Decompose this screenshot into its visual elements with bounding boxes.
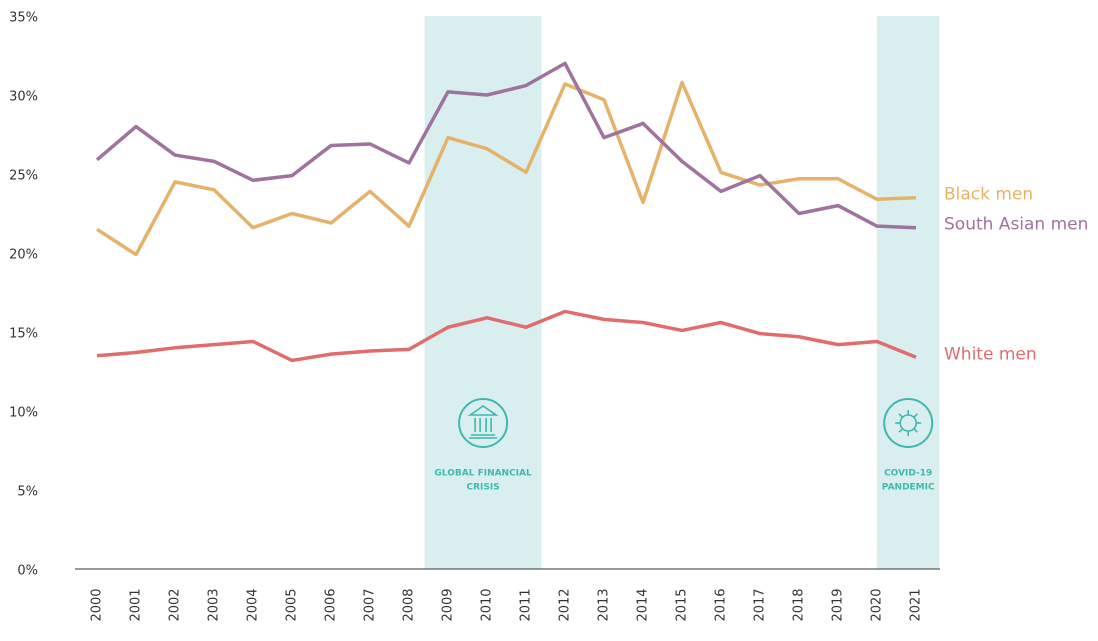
x-tick-label: 2006 <box>324 588 339 621</box>
annotation-label: PANDEMIC <box>882 483 935 493</box>
x-tick-label: 2017 <box>753 588 768 621</box>
y-tick-label: 25% <box>9 169 38 184</box>
x-tick-label: 2005 <box>285 588 300 621</box>
line <box>95 61 917 230</box>
x-tick-label: 2013 <box>597 588 612 621</box>
x-tick-label: 2003 <box>207 588 222 621</box>
x-tick-label: 2009 <box>441 588 456 621</box>
x-tick-label: 2019 <box>831 588 846 621</box>
legend-label: Black men <box>944 185 1033 205</box>
icon-ring <box>458 398 509 448</box>
annotation-label: CRISIS <box>466 483 499 493</box>
y-tick-label: 10% <box>9 406 38 421</box>
line <box>96 309 917 363</box>
shade <box>424 16 542 569</box>
x-tick-label: 2004 <box>246 588 261 621</box>
x-tick-label: 2007 <box>363 588 378 621</box>
y-tick-label: 35% <box>9 11 38 26</box>
annotation-label: COVID-19 <box>884 469 932 479</box>
y-tick-label: 5% <box>17 485 38 500</box>
x-tick-label: 2016 <box>714 588 729 621</box>
x-tick-label: 2002 <box>168 588 183 621</box>
x-tick-label: 2020 <box>870 588 885 621</box>
y-tick-label: 20% <box>9 248 38 263</box>
x-tick-label: 2001 <box>129 588 144 621</box>
x-tick-label: 2018 <box>792 588 807 621</box>
y-tick-label: 0% <box>17 564 38 579</box>
legend-label: White men <box>944 344 1037 364</box>
x-tick-label: 2011 <box>519 588 534 621</box>
line <box>96 80 917 257</box>
legend-label: South Asian men <box>944 215 1088 235</box>
y-tick-label: 30% <box>9 90 38 105</box>
icon-spike <box>913 428 918 433</box>
x-tick-label: 2008 <box>402 588 417 621</box>
x-tick-label: 2010 <box>480 588 495 621</box>
x-tick-label: 2012 <box>558 588 573 621</box>
x-tick-label: 2000 <box>90 588 105 621</box>
y-tick-label: 15% <box>9 327 38 342</box>
shade <box>877 16 940 569</box>
icon-ring <box>883 398 934 448</box>
icon-bank <box>467 405 499 439</box>
x-tick-label: 2021 <box>909 588 924 621</box>
annotation-label: GLOBAL FINANCIAL <box>434 469 532 479</box>
icon-spike <box>913 413 918 418</box>
icon-spike <box>898 413 904 418</box>
x-tick-label: 2015 <box>675 588 690 621</box>
x-tick-label: 2014 <box>636 588 651 621</box>
icon-spike <box>898 428 904 433</box>
